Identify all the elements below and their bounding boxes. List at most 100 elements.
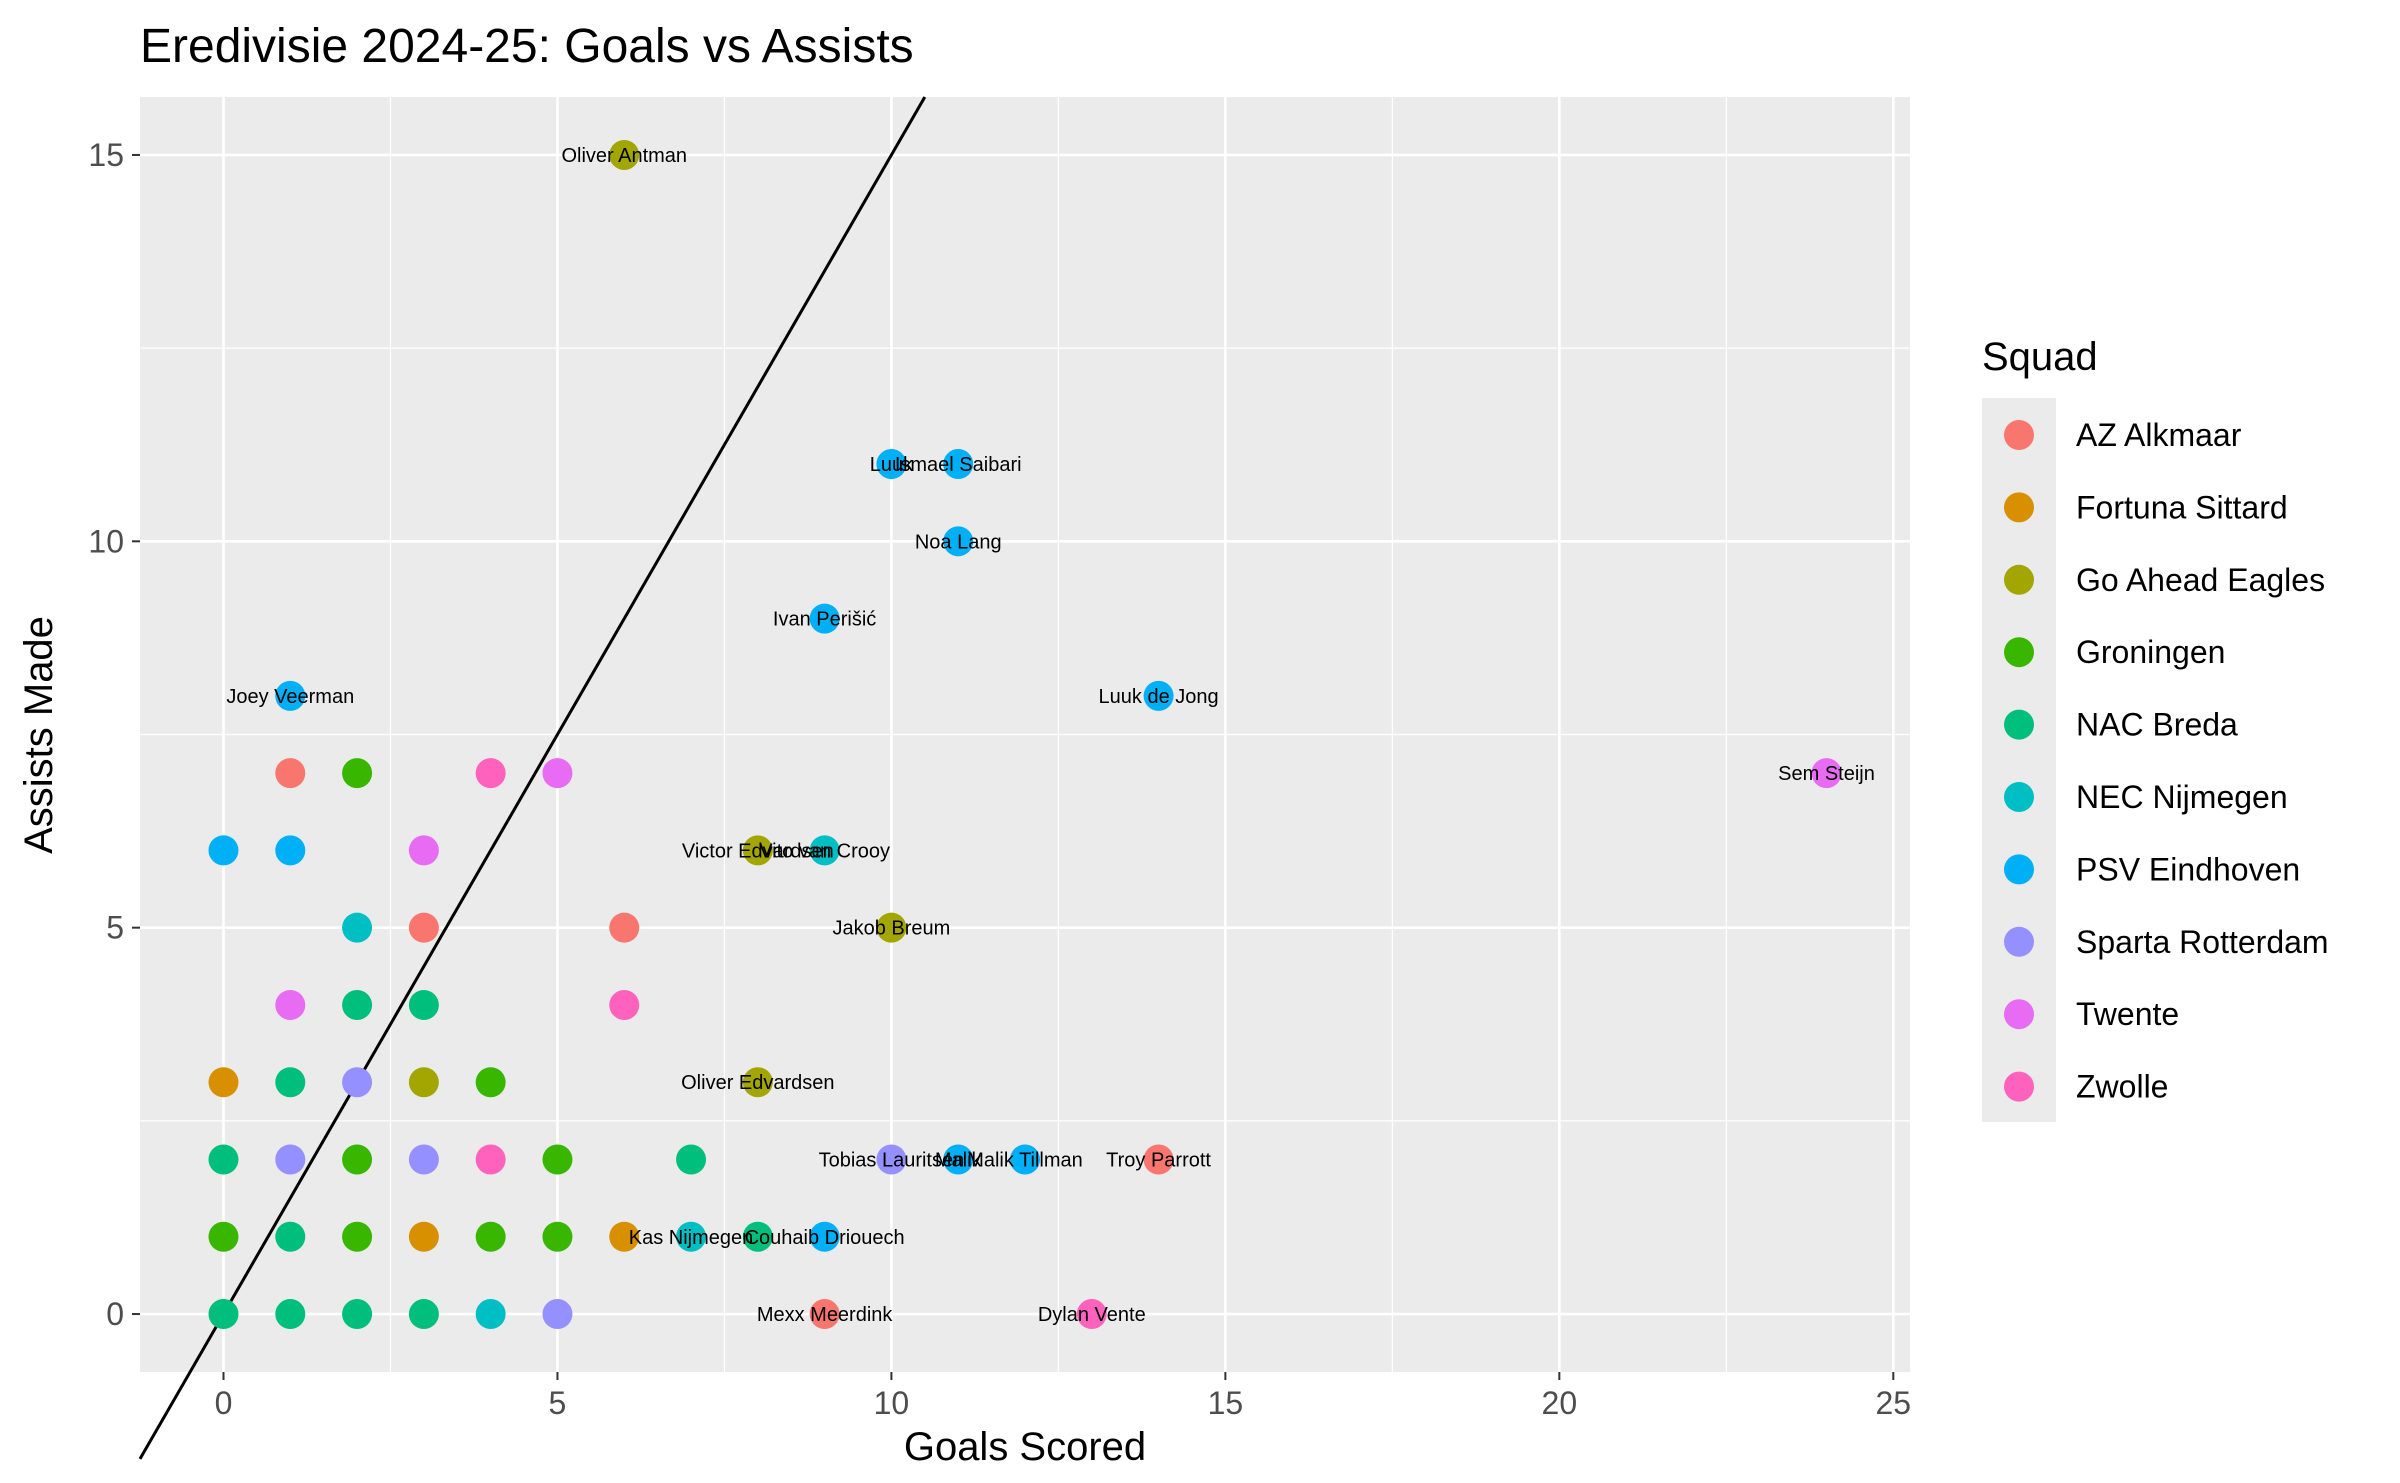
legend-key xyxy=(2004,854,2034,885)
data-point xyxy=(609,139,640,170)
data-point xyxy=(609,989,640,1020)
point-labels-layer: Mexx Meerdink Troy Parrott Oliver Antman Vi… xyxy=(226,145,1875,1326)
legend-key xyxy=(2004,926,2034,957)
data-point xyxy=(943,526,974,557)
data-point xyxy=(876,449,907,480)
data-point xyxy=(609,1221,640,1252)
data-point xyxy=(342,1221,373,1252)
grid-minor xyxy=(140,97,1910,1372)
data-point xyxy=(275,1144,306,1175)
legend-items: AZ Alkmaar Fortuna Sittard Go Ahead Eagles… xyxy=(2004,417,2329,1105)
data-point xyxy=(275,989,306,1020)
data-point xyxy=(809,835,840,866)
legend-key xyxy=(2004,492,2034,523)
data-point xyxy=(408,1221,439,1252)
legend-title: Squad xyxy=(1982,335,2098,379)
x-tick-label: 5 xyxy=(549,1385,567,1421)
point-label: Troy Parrott xyxy=(1106,1150,1211,1172)
data-point xyxy=(208,1067,239,1098)
reference-line xyxy=(138,96,927,1460)
legend-key xyxy=(2004,709,2034,740)
point-label: Jakob Breum xyxy=(832,918,950,940)
legend-key xyxy=(2004,999,2034,1030)
data-point xyxy=(408,835,439,866)
data-point xyxy=(342,989,373,1020)
data-point xyxy=(408,1299,439,1330)
data-point xyxy=(208,1221,239,1252)
data-point xyxy=(208,835,239,866)
legend-label: NEC Nijmegen xyxy=(2076,779,2288,815)
data-point xyxy=(542,1299,573,1330)
point-label: Sem Steijn xyxy=(1778,763,1875,785)
point-label: Dylan Vente xyxy=(1038,1304,1146,1326)
point-label: Oliver Antman xyxy=(561,145,687,167)
data-point xyxy=(475,1221,506,1252)
x-axis-title: Goals Scored xyxy=(904,1425,1146,1469)
point-label: Noa Lang xyxy=(915,531,1002,553)
data-point xyxy=(809,1221,840,1252)
point-label: Vito van Crooy xyxy=(759,840,890,862)
legend-label: PSV Eindhoven xyxy=(2076,851,2300,887)
y-tick-label: 10 xyxy=(88,523,124,559)
x-tick-label: 25 xyxy=(1876,1385,1912,1421)
data-point xyxy=(809,1299,840,1330)
x-tick-label: 0 xyxy=(215,1385,233,1421)
data-point xyxy=(408,912,439,943)
y-axis-title: Assists Made xyxy=(17,616,61,854)
data-point xyxy=(876,912,907,943)
data-point xyxy=(475,1299,506,1330)
data-point xyxy=(275,835,306,866)
data-point xyxy=(408,989,439,1020)
point-label: Oliver Edvardsen xyxy=(681,1072,834,1094)
y-tick-label: 0 xyxy=(106,1296,124,1332)
data-point xyxy=(342,1067,373,1098)
point-label: Ivan Perišić xyxy=(773,609,876,631)
data-point xyxy=(275,1221,306,1252)
data-point xyxy=(542,1144,573,1175)
legend-label: Fortuna Sittard xyxy=(2076,489,2288,525)
data-point xyxy=(475,1144,506,1175)
point-label: Luuk de Jong xyxy=(1099,686,1219,708)
data-point xyxy=(1010,1144,1040,1175)
data-point xyxy=(275,758,306,789)
point-label: Malik xyxy=(935,1150,983,1172)
data-point xyxy=(475,1067,506,1098)
legend-label: Sparta Rotterdam xyxy=(2076,924,2329,960)
data-point xyxy=(1811,758,1842,789)
data-point xyxy=(609,912,640,943)
point-label: Mexx Meerdink xyxy=(757,1304,894,1326)
legend-key xyxy=(2004,637,2034,668)
data-point xyxy=(676,1144,707,1175)
legend-label: AZ Alkmaar xyxy=(2076,417,2242,453)
data-point xyxy=(1143,680,1174,711)
data-point xyxy=(742,835,773,866)
x-tick-label: 15 xyxy=(1208,1385,1244,1421)
point-label: Malik Tillman xyxy=(967,1150,1083,1172)
data-point xyxy=(342,1299,373,1330)
point-label: Joey Veerman xyxy=(226,686,354,708)
data-point xyxy=(342,912,373,943)
data-point xyxy=(542,758,573,789)
data-point xyxy=(275,1067,306,1098)
data-point xyxy=(943,1144,974,1175)
points-layer xyxy=(208,139,1842,1330)
data-point xyxy=(342,758,373,789)
x-tick-label: 20 xyxy=(1542,1385,1578,1421)
legend-label: Twente xyxy=(2076,996,2179,1032)
legend-label: Go Ahead Eagles xyxy=(2076,562,2325,598)
y-tick-label: 15 xyxy=(88,137,124,173)
x-axis: 0 5 10 15 20 25 xyxy=(215,1372,1912,1421)
data-point xyxy=(1143,1144,1174,1175)
data-point xyxy=(208,1299,239,1330)
point-label: Luuk xyxy=(870,454,914,476)
data-point xyxy=(876,1144,907,1175)
y-axis: 0 5 10 15 xyxy=(88,137,140,1332)
point-label: Tobias Lauritsen xyxy=(819,1150,965,1172)
data-point xyxy=(408,1144,439,1175)
data-point xyxy=(408,1067,439,1098)
legend-key xyxy=(2004,564,2034,595)
reference-line-layer xyxy=(138,96,927,1460)
data-point xyxy=(542,1221,573,1252)
chart-title: Eredivisie 2024-25: Goals vs Assists xyxy=(140,20,914,73)
